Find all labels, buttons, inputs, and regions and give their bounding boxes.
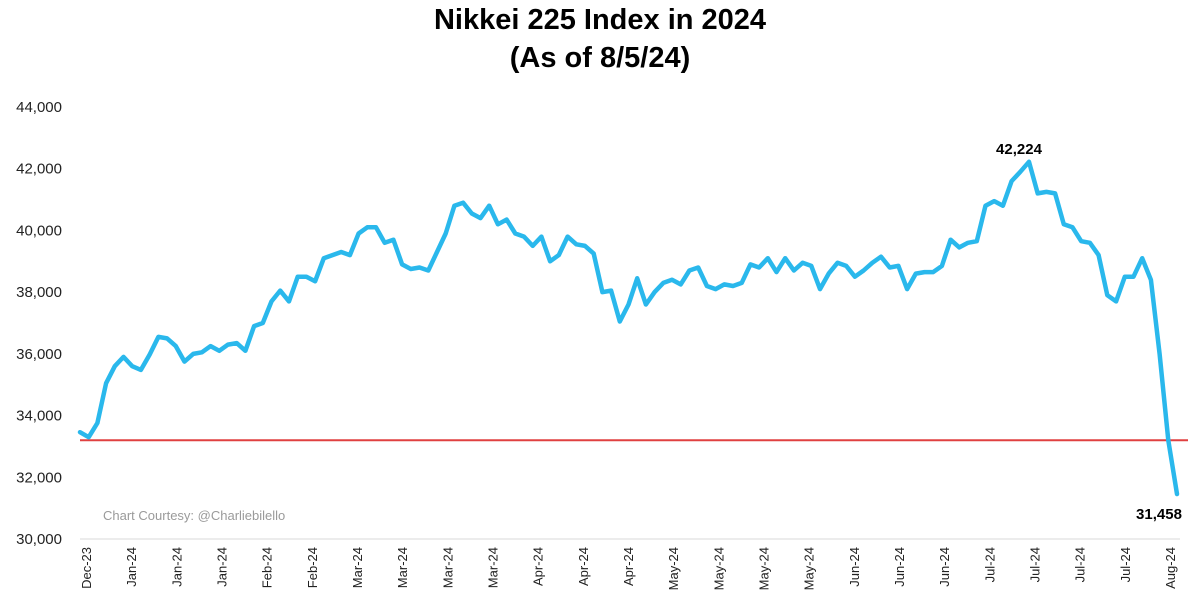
series-line-nikkei [77,159,1180,497]
annotation-high: 42,224 [996,141,1043,158]
x-tick-label: Jun-24 [847,547,862,587]
y-axis-ticks: 30,000 32,000 34,000 36,000 38,000 40,000 42,0… [16,99,62,548]
x-tick-label: Feb-24 [305,547,320,588]
y-tick-label: 44,000 [16,99,62,116]
y-tick-label: 42,000 [16,161,62,178]
x-tick-label: Apr-24 [621,547,636,586]
x-tick-label: Dec-23 [79,547,94,589]
x-tick-label: Aug-24 [1163,547,1178,589]
y-tick-label: 38,000 [16,284,62,301]
annotation-low: 31,458 [1136,506,1182,523]
y-tick-label: 30,000 [16,531,62,548]
x-tick-label: Feb-24 [260,547,275,588]
y-tick-label: 34,000 [16,408,62,425]
x-tick-label: May-24 [666,547,681,590]
x-tick-label: May-24 [711,547,726,590]
x-tick-label: Mar-24 [440,547,455,588]
y-tick-label: 32,000 [16,469,62,486]
x-tick-label: Apr-24 [576,547,591,586]
chart-credit: Chart Courtesy: @Charliebilello [103,508,285,523]
y-tick-label: 40,000 [16,222,62,239]
x-tick-label: Jun-24 [937,547,952,587]
x-axis-ticks: Dec-23 Jan-24 Jan-24 Jan-24 Feb-24 Feb-24 Mar-… [79,547,1178,590]
x-tick-label: May-24 [802,547,817,590]
x-tick-label: Jun-24 [892,547,907,587]
x-tick-label: Jan-24 [215,547,230,587]
x-tick-label: Jul-24 [1118,547,1133,582]
x-tick-label: Jul-24 [982,547,997,582]
x-tick-label: Mar-24 [486,547,501,588]
y-tick-label: 36,000 [16,346,62,363]
chart-subtitle: (As of 8/5/24) [509,42,691,74]
x-tick-label: May-24 [757,547,772,590]
x-tick-label: Apr-24 [531,547,546,586]
x-tick-label: Jul-24 [1028,547,1043,582]
x-tick-label: Jan-24 [169,547,184,587]
x-tick-label: Mar-24 [350,547,365,588]
x-tick-label: Mar-24 [395,547,410,588]
x-tick-label: Jul-24 [1073,547,1088,582]
x-tick-label: Jan-24 [124,547,139,587]
chart-title: Nikkei 225 Index in 2024 [433,4,767,36]
